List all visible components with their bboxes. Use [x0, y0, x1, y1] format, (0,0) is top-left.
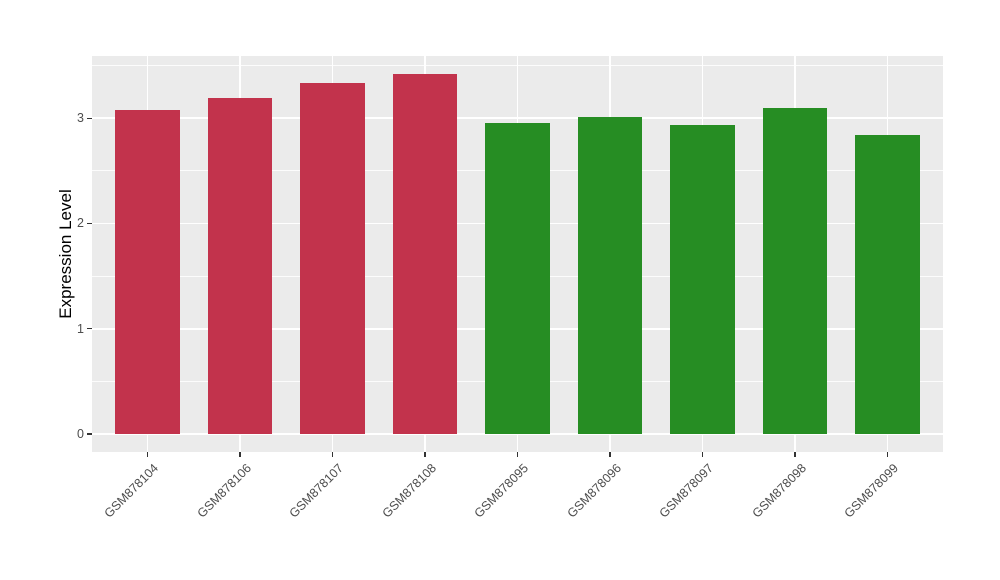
y-tick-label: 3: [77, 111, 84, 126]
bar-GSM878108: [392, 74, 458, 434]
bar-GSM878097: [670, 124, 735, 434]
x-tick-mark: [794, 452, 796, 457]
x-tick-mark: [239, 452, 241, 457]
x-tick-label: GSM878108: [379, 461, 439, 521]
y-tick-mark: [87, 222, 92, 225]
plot-panel: [92, 56, 943, 452]
x-tick-mark: [609, 452, 611, 457]
x-tick-mark: [424, 452, 426, 457]
bar-GSM878107: [300, 83, 365, 434]
bars-layer: [92, 56, 943, 452]
bar-GSM878096: [577, 117, 643, 434]
y-tick-mark: [87, 117, 92, 119]
x-tick-label: GSM878098: [749, 461, 809, 521]
x-tick-label: GSM878104: [101, 461, 162, 521]
y-tick-label: 1: [77, 321, 84, 336]
bar-GSM878099: [855, 135, 920, 434]
bar-GSM878104: [115, 109, 180, 434]
y-tick-mark: [87, 433, 92, 435]
x-tick-mark: [886, 452, 889, 457]
x-tick-label: GSM878106: [194, 461, 254, 521]
x-tick-label: GSM878096: [564, 461, 624, 521]
bar-GSM878098: [762, 107, 828, 434]
x-tick-mark: [146, 452, 149, 457]
x-tick-label: GSM878097: [656, 461, 717, 521]
x-tick-label: GSM878099: [841, 461, 902, 521]
y-tick-label: 2: [77, 216, 84, 231]
x-tick-label: GSM878107: [286, 461, 347, 521]
x-tick-mark: [701, 452, 704, 457]
x-tick-label: GSM878095: [471, 461, 532, 521]
x-tick-mark: [331, 452, 334, 457]
bar-GSM878095: [485, 123, 550, 434]
y-tick-mark: [87, 328, 92, 330]
bar-GSM878106: [207, 98, 273, 434]
y-tick-label: 0: [77, 427, 84, 441]
y-axis-title: Expression Level: [56, 189, 75, 319]
x-tick-mark: [516, 452, 519, 457]
